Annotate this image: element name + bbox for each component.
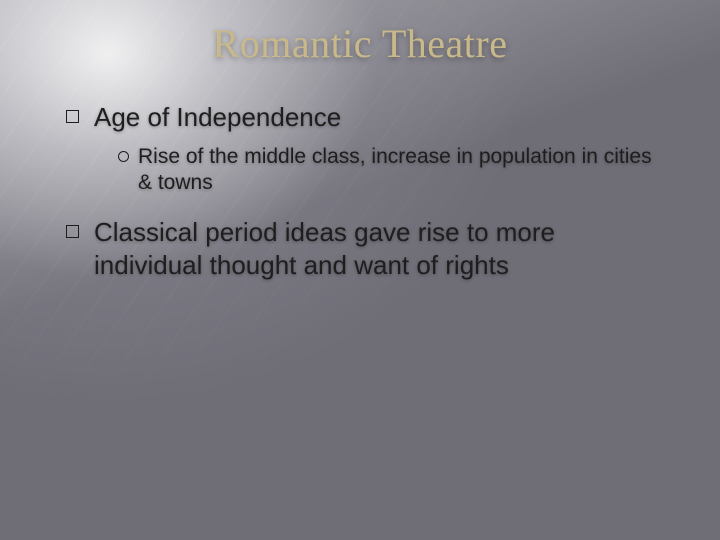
bullet-text: Classical period ideas gave rise to more… bbox=[94, 217, 555, 280]
bullet-text: Age of Independence bbox=[94, 102, 341, 132]
sub-bullet-list: Rise of the middle class, increase in po… bbox=[94, 144, 670, 197]
bullet-text: Rise of the middle class, increase in po… bbox=[138, 145, 652, 194]
slide: Romantic Theatre Age of Independence Ris… bbox=[0, 0, 720, 540]
list-item: Age of Independence Rise of the middle c… bbox=[60, 101, 670, 196]
slide-title: Romantic Theatre bbox=[50, 20, 670, 67]
list-item: Classical period ideas gave rise to more… bbox=[60, 216, 670, 281]
bullet-list: Age of Independence Rise of the middle c… bbox=[50, 101, 670, 281]
list-item: Rise of the middle class, increase in po… bbox=[116, 144, 670, 197]
